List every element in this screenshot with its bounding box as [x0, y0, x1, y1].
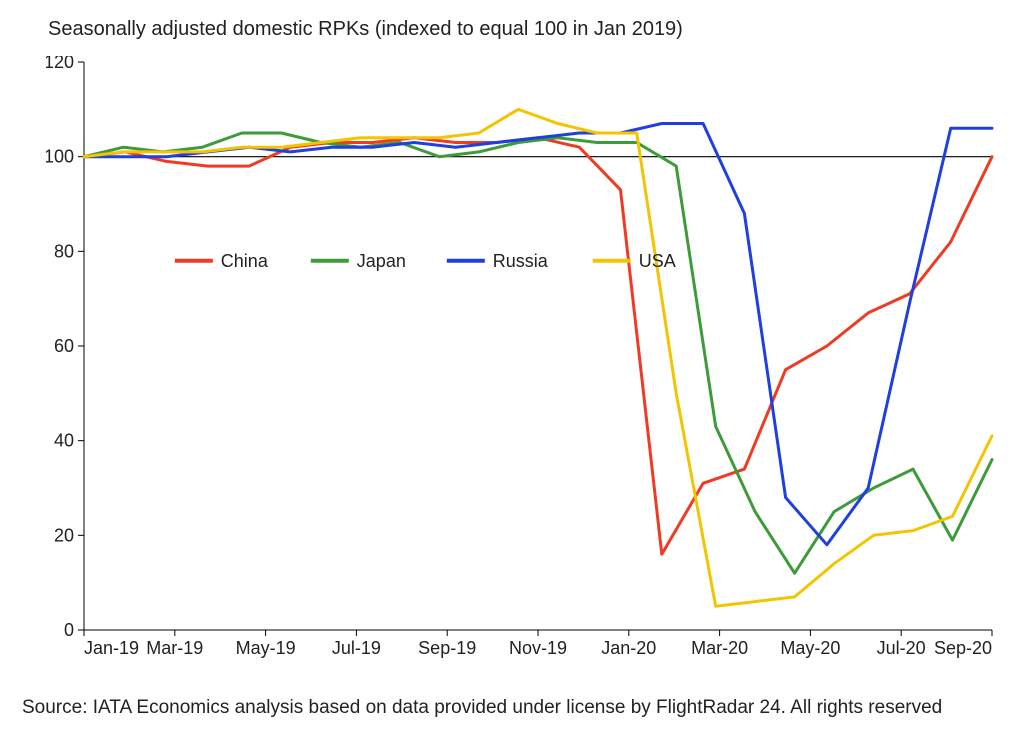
y-tick-label: 40 — [54, 431, 74, 451]
x-tick-label: Jul-20 — [877, 638, 926, 658]
x-tick-label: Jul-19 — [332, 638, 381, 658]
x-tick-label: Jan-19 — [84, 638, 139, 658]
legend-label-japan: Japan — [357, 251, 406, 271]
x-tick-label: Nov-19 — [509, 638, 567, 658]
x-tick-label: Mar-20 — [691, 638, 748, 658]
chart-container: Seasonally adjusted domestic RPKs (index… — [0, 0, 1024, 733]
y-tick-label: 0 — [64, 620, 74, 640]
series-russia — [84, 124, 992, 545]
y-tick-label: 100 — [46, 147, 74, 167]
legend-label-usa: USA — [639, 251, 676, 271]
legend-label-china: China — [221, 251, 269, 271]
chart-source: Source: IATA Economics analysis based on… — [22, 697, 942, 719]
series-usa — [84, 109, 992, 606]
plot-area: 0 20 40 60 80 100 120 Jan-19 Mar-19 May-19 Jul-19 S… — [46, 56, 1002, 662]
x-tick-label: Sep-20 — [934, 638, 992, 658]
x-tick-label: Sep-19 — [418, 638, 476, 658]
y-tick-label: 60 — [54, 336, 74, 356]
chart-svg: 0 20 40 60 80 100 120 Jan-19 Mar-19 May-19 Jul-19 S… — [46, 56, 1002, 662]
y-tick-label: 120 — [46, 56, 74, 72]
y-tick-label: 20 — [54, 525, 74, 545]
x-tick-label: Jan-20 — [601, 638, 656, 658]
chart-title: Seasonally adjusted domestic RPKs (index… — [48, 18, 683, 41]
x-tick-label: May-19 — [236, 638, 296, 658]
y-tick-label: 80 — [54, 241, 74, 261]
x-tick-label: May-20 — [780, 638, 840, 658]
x-tick-label: Mar-19 — [146, 638, 203, 658]
legend-label-russia: Russia — [493, 251, 549, 271]
series-china — [84, 138, 992, 555]
